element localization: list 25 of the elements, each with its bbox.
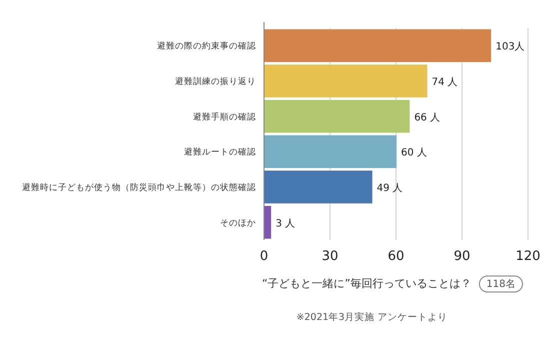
bar: [264, 64, 428, 98]
data-label: 60 人: [401, 148, 427, 159]
bar: [264, 29, 492, 62]
text: 118名: [486, 278, 516, 290]
y-tick-label: 避難訓練の振り返り: [175, 76, 256, 87]
y-tick-label: 避難時に子どもが使う物（防災頭巾や上靴等）の状態確認: [22, 182, 256, 193]
data-label: 3 人: [276, 218, 296, 230]
y-tick-label: 避難の際の約束事の確認: [157, 40, 256, 52]
bar: [264, 100, 410, 133]
bar: [264, 135, 396, 168]
x-tick-label: 30: [322, 249, 338, 264]
y-tick-label: そのほか: [220, 218, 256, 228]
data-label: 74 人: [432, 77, 458, 88]
bar: [264, 170, 372, 204]
data-label: 66 人: [414, 112, 440, 124]
x-axis-title: “子どもと一緒に”毎回行っていることは？: [262, 277, 472, 290]
x-tick-label: 60: [388, 249, 404, 264]
y-tick-label: 避難手順の確認: [193, 111, 256, 122]
data-label: 103人: [496, 42, 525, 53]
x-tick-label: 120: [516, 249, 540, 264]
y-tick-label: 避難ルートの確認: [184, 146, 256, 158]
x-tick-label: 0: [260, 249, 268, 264]
x-tick-label: 90: [454, 249, 470, 264]
data-label: 49 人: [376, 183, 403, 194]
text: ※2021年3月実施 アンケートより: [296, 311, 448, 323]
